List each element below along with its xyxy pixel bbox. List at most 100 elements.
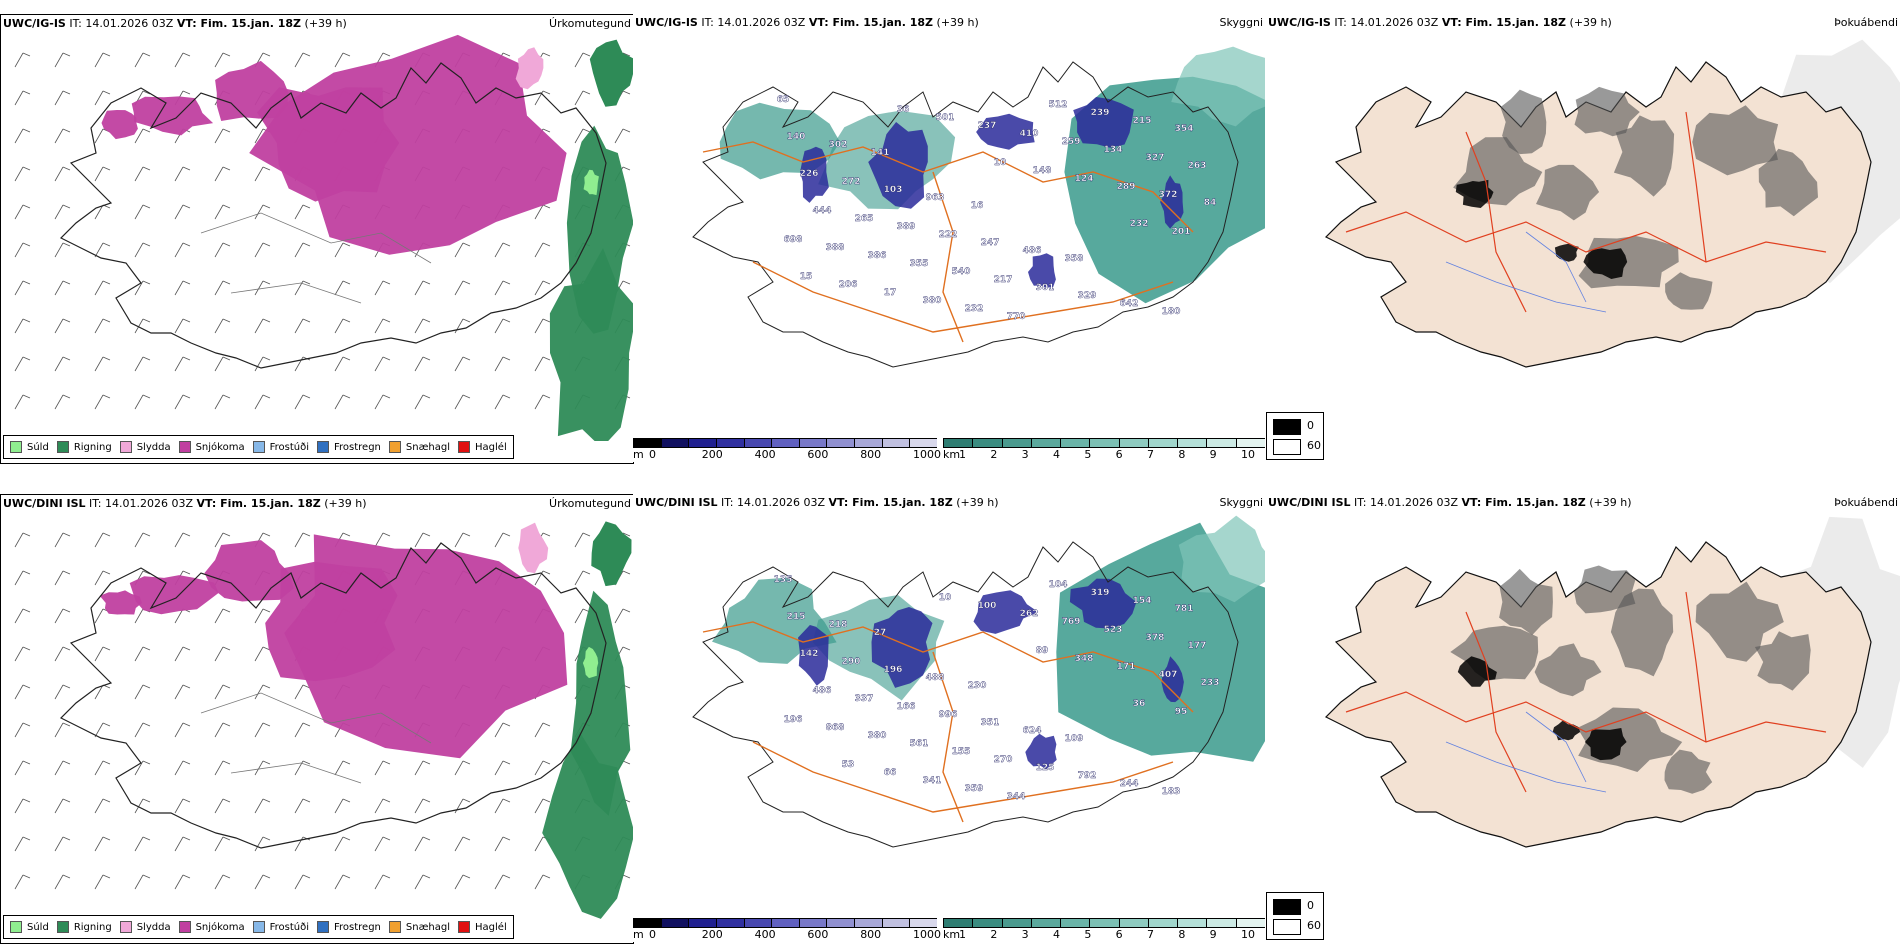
wind-barb [494,760,511,776]
scale-cell [1060,438,1090,448]
scale-tick-label: 4 [1053,448,1060,461]
cloud-value-label: 410 [1020,129,1039,139]
scale-tick-label: 10 [1241,448,1255,461]
wind-barb [494,394,511,410]
wind-barb [454,242,471,258]
scale-cell [660,438,689,448]
wind-barb [14,646,31,662]
scale-tick-label: 7 [1147,448,1154,461]
low-cloud-area [871,607,933,688]
snow-area [204,540,294,602]
wind-barb [94,90,111,106]
precip-legend-item: Snæhagl [388,921,450,933]
panel-header: UWC/DINI ISL IT: 14.01.2026 03Z VT: Fim.… [1,495,633,511]
wind-barb [414,532,431,548]
cloud-value-label: 237 [978,121,997,131]
scale-tick-label: 5 [1084,928,1092,941]
snow-area [249,34,567,255]
wind-barb [214,874,231,890]
wind-barb [374,836,391,852]
legend-swatch [10,921,22,933]
wind-barb [494,242,511,258]
wind-barb [54,356,71,372]
cloud-height-scale: m 0 200 400 600 800 1000 [633,438,941,462]
coastline [59,542,607,849]
cloud-value-label: 302 [829,140,848,150]
wind-barb [334,836,351,852]
wind-barb [334,52,351,68]
scale-tick-label: 600 [807,448,829,461]
scale-cell [1030,918,1061,928]
scale-cell [909,438,938,448]
wind-barb [294,242,311,258]
wind-barb [174,242,191,258]
wind-barb [174,166,191,182]
legend-swatch [252,921,265,933]
wind-barb [14,318,31,334]
wind-barb [214,798,231,814]
legend-swatch [119,921,132,933]
wind-barb [54,90,71,106]
wind-barb [294,684,311,700]
cloud-height-scale: m 0 200 400 600 800 1000 [633,918,941,942]
wind-barb [94,318,111,334]
wind-barb [454,836,471,852]
scale-cell [743,438,772,448]
wind-barb [614,128,631,144]
scale-cell [1147,918,1178,928]
fog-panel-2: UWC/DINI ISL IT: 14.01.2026 03Z VT: Fim.… [1266,494,1900,942]
legend-swatch [458,441,471,453]
rain-area [542,731,633,919]
wind-barb [214,128,231,144]
wind-barb [254,166,271,182]
cloud-value-label: 540 [952,267,971,277]
precip-legend-item: Snjókoma [178,441,245,453]
panel-type-label: Úrkomutegund [549,497,631,510]
coastline [692,541,1239,848]
panel-title: UWC/IG-IS IT: 14.01.2026 03Z VT: Fim. 15… [3,17,347,30]
wind-barb [494,356,511,372]
wind-barb [134,204,151,220]
wind-barb [334,356,351,372]
cloud-value-label: 272 [842,177,861,187]
wind-barb [94,646,111,662]
wind-barb [214,280,231,296]
fog-indicator-area [1574,86,1640,137]
wind-barb [174,394,191,410]
scale-labels: km 1 2 3 4 5 6 7 8 9 10 [943,448,1265,462]
scale-tick-label: 8 [1178,928,1186,941]
sleet-area [518,522,549,574]
wind-barb [54,532,71,548]
scale-cell [826,918,855,928]
wind-barb [334,318,351,334]
wind-barb [214,836,231,852]
wind-barb [94,356,111,372]
cloud-value-label: 125 [1036,763,1055,773]
wind-barb [494,722,511,738]
fog-legend-low: 60 [1307,439,1321,452]
panel-title: UWC/DINI ISL IT: 14.01.2026 03Z VT: Fim.… [3,497,367,510]
scale-tick-label: 1000 [913,928,941,941]
cloud-value-label: 218 [829,620,848,630]
cloud-value-label: 388 [826,243,845,253]
wind-barb [174,760,191,776]
wind-barb [54,280,71,296]
fog-legend: 0 60 [1266,412,1324,460]
precip-legend-item: Slydda [119,441,171,453]
wind-barb [174,646,191,662]
legend-swatch [56,441,69,453]
scale-cell [1177,438,1207,448]
cloud-value-label: 124 [1075,174,1094,184]
panel-header: UWC/DINI ISL IT: 14.01.2026 03Z VT: Fim.… [633,494,1265,510]
scale-tick-label: 600 [807,928,829,941]
legend-swatch [388,921,401,933]
legend-swatch [178,921,191,933]
scale-cell [1001,918,1031,928]
wind-barb [94,798,111,814]
scale-cell [943,438,973,448]
scale-tick-label: 3 [1021,448,1029,461]
wind-barb [574,570,591,586]
wind-barb [374,760,391,776]
scale-tick-label: 6 [1115,928,1123,941]
wind-barb [94,52,111,68]
